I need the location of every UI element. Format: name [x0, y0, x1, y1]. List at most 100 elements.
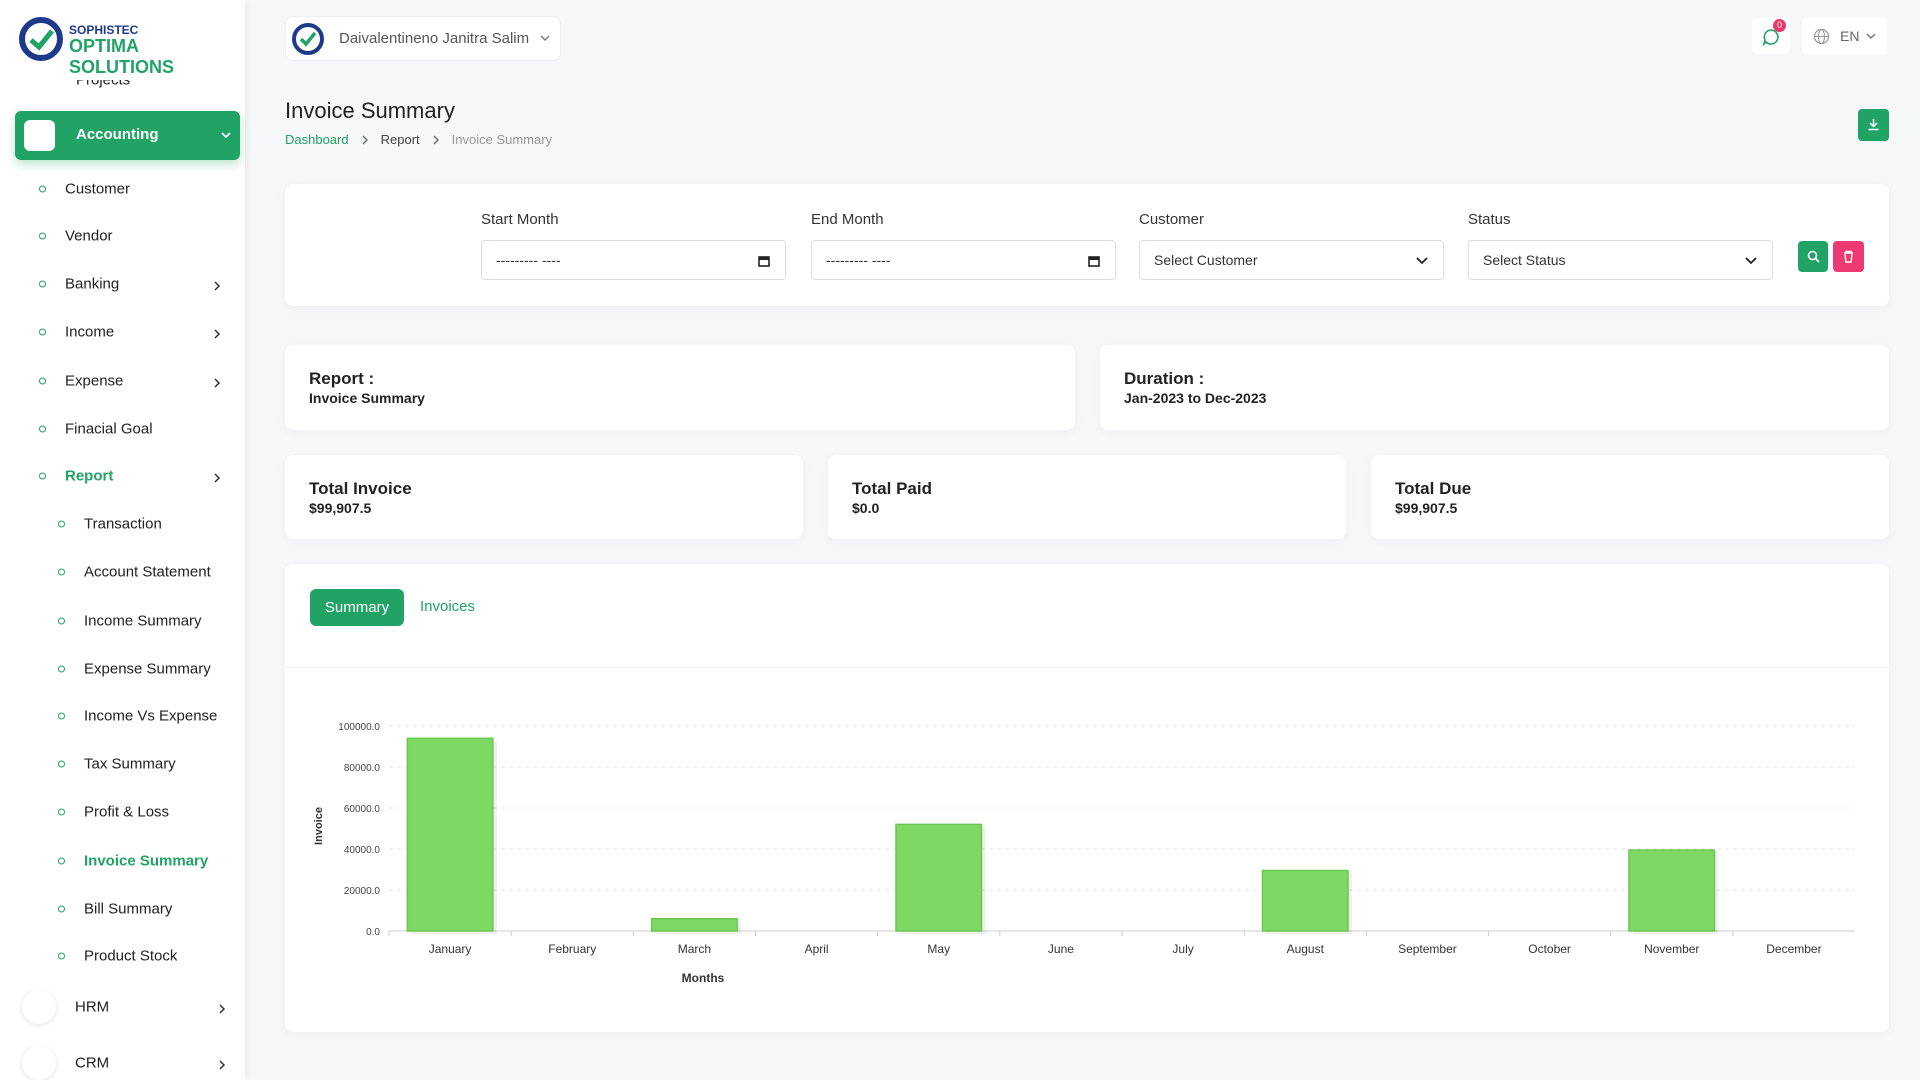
- nav-item[interactable]: Tax Summary: [84, 755, 176, 773]
- y-axis-title: Invoice: [313, 807, 325, 845]
- bullet: [58, 760, 65, 768]
- filter-input[interactable]: --------- ----: [811, 240, 1116, 280]
- chevron: [1866, 33, 1876, 39]
- x-tick-label: March: [678, 942, 711, 956]
- nav-item[interactable]: Profit & Loss: [84, 803, 170, 821]
- filter-label: End Month: [811, 211, 884, 228]
- nav-accounting[interactable]: Accounting: [15, 111, 240, 160]
- total-value: $99,907.5: [1395, 500, 1458, 516]
- report-card: Report : Invoice Summary: [285, 345, 1075, 430]
- x-tick-label: November: [1644, 942, 1699, 956]
- nav-item[interactable]: Income: [65, 323, 115, 341]
- messages-button[interactable]: 0: [1752, 18, 1790, 54]
- report-value: Invoice Summary: [309, 390, 425, 406]
- filter-label: Start Month: [481, 211, 559, 228]
- x-tick-label: October: [1528, 942, 1571, 956]
- trash-icon: [1844, 250, 1853, 263]
- bullet: [39, 232, 46, 240]
- user-menu[interactable]: Daivalentineno Janitra Salim: [285, 16, 561, 61]
- y-tick-label: 0.0: [366, 927, 380, 938]
- reset-button[interactable]: [1833, 241, 1864, 272]
- bullet: [58, 905, 65, 913]
- nav-item[interactable]: Expense: [65, 372, 124, 390]
- total-card: Total Due $99,907.5: [1371, 455, 1889, 539]
- x-tick-label: May: [927, 942, 950, 956]
- calendar-icon: [1088, 256, 1100, 267]
- breadcrumb-link[interactable]: Dashboard: [285, 132, 349, 147]
- total-card: Total Paid $0.0: [828, 455, 1346, 539]
- bullet: [58, 857, 65, 865]
- filter-label: Status: [1468, 211, 1511, 228]
- globe-icon: [1813, 28, 1830, 45]
- nav-item[interactable]: Customer: [65, 180, 131, 198]
- search-button[interactable]: [1798, 241, 1828, 272]
- nav-item[interactable]: Account Statement: [84, 563, 211, 581]
- chevron: [214, 281, 221, 291]
- sidebar: SOPHISTEC OPTIMA SOLUTIONS Projects Acco…: [0, 0, 245, 1080]
- nav-item[interactable]: CRM: [75, 1054, 110, 1072]
- chevron: [1745, 257, 1757, 265]
- nav-item[interactable]: Finacial Goal: [65, 420, 153, 438]
- nav-item[interactable]: Income Summary: [84, 612, 202, 630]
- nav-item[interactable]: Expense Summary: [84, 660, 211, 678]
- filter-input[interactable]: Select Customer: [1139, 240, 1444, 280]
- download-button[interactable]: [1858, 109, 1889, 141]
- total-value: $99,907.5: [309, 500, 372, 516]
- breadcrumb-link[interactable]: Report: [380, 132, 420, 147]
- chevron: [214, 378, 221, 388]
- bar: [1628, 849, 1716, 932]
- chevron: [540, 35, 550, 41]
- report-label: Report :: [309, 369, 375, 388]
- nav-item[interactable]: Vendor: [65, 227, 113, 245]
- divider: [285, 667, 1889, 668]
- y-tick-label: 40000.0: [344, 845, 381, 856]
- bullet: [39, 472, 46, 480]
- nav-item[interactable]: Income Vs Expense: [84, 707, 218, 725]
- x-tick-label: December: [1766, 942, 1821, 956]
- nav-item[interactable]: Report: [65, 467, 114, 485]
- total-card: Total Invoice $99,907.5: [285, 455, 803, 539]
- filter-placeholder: Select Status: [1483, 252, 1566, 268]
- notification-badge: 0: [1773, 19, 1786, 32]
- search-icon: [1807, 250, 1820, 263]
- bar: [406, 737, 494, 932]
- x-tick-label: February: [548, 942, 596, 956]
- y-tick-label: 100000.0: [338, 722, 380, 733]
- avatar: [292, 23, 324, 55]
- bullet: [58, 617, 65, 625]
- chart: Months Invoice 0.0 20000.0 40000.0 60000.0 8…: [313, 722, 1855, 985]
- filter-label: Customer: [1139, 211, 1205, 228]
- nav-item[interactable]: Bill Summary: [84, 900, 173, 918]
- y-tick-label: 80000.0: [344, 763, 381, 774]
- filter-input[interactable]: Select Status: [1468, 240, 1773, 280]
- tab[interactable]: Invoices: [420, 598, 476, 615]
- tab-active[interactable]: Summary: [310, 589, 404, 626]
- x-tick-label: August: [1287, 942, 1325, 956]
- logo[interactable]: SOPHISTEC OPTIMA SOLUTIONS: [0, 0, 245, 80]
- separator: [433, 135, 439, 144]
- separator: [362, 135, 368, 144]
- bullet: [58, 568, 65, 576]
- bullet: [58, 712, 65, 720]
- nav-item[interactable]: HRM: [75, 998, 110, 1016]
- download-icon: [1868, 119, 1879, 131]
- duration-value: Jan-2023 to Dec-2023: [1124, 390, 1267, 406]
- x-tick-label: June: [1048, 942, 1074, 956]
- filter-placeholder: --------- ----: [826, 252, 891, 268]
- x-tick-label: January: [429, 942, 472, 956]
- nav-item[interactable]: Transaction: [84, 515, 162, 533]
- nav-item[interactable]: Banking: [65, 275, 120, 293]
- chevron: [219, 1004, 226, 1014]
- filter-input[interactable]: --------- ----: [481, 240, 786, 280]
- filter-placeholder: --------- ----: [496, 252, 561, 268]
- nav-item[interactable]: Invoice Summary: [84, 852, 209, 870]
- chevron: [221, 132, 231, 139]
- calendar-icon: [758, 256, 770, 267]
- bullet: [39, 377, 46, 385]
- filter-placeholder: Select Customer: [1154, 252, 1258, 268]
- nav-item[interactable]: Product Stock: [84, 947, 178, 965]
- language-menu[interactable]: EN: [1802, 17, 1887, 55]
- chevron: [214, 473, 221, 483]
- total-label: Total Due: [1395, 479, 1472, 498]
